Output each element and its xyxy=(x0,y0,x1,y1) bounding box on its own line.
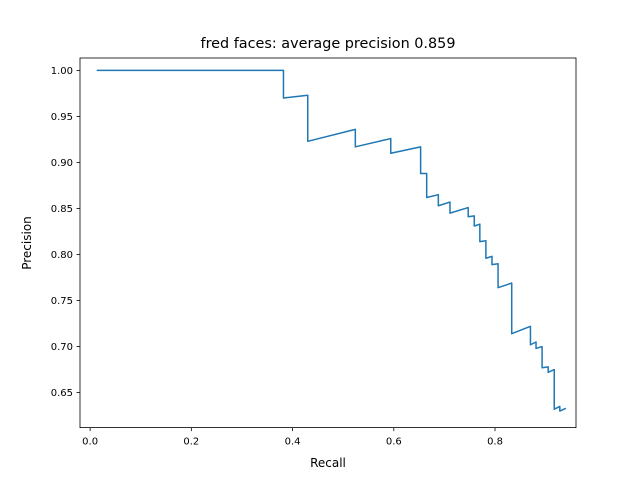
x-tick-label: 0.2 xyxy=(183,437,199,448)
plot-series xyxy=(96,69,567,412)
x-axis-label: Recall xyxy=(310,456,346,470)
x-tick-label: 0.6 xyxy=(386,437,402,448)
y-axis-label: Precision xyxy=(20,216,34,270)
plot-frame xyxy=(79,57,577,429)
x-tick-label: 0.0 xyxy=(82,437,98,448)
y-tick-label: 0.65 xyxy=(51,388,73,399)
x-tick-label: 0.4 xyxy=(285,437,301,448)
y-tick-label: 1.00 xyxy=(51,66,73,77)
y-tick-label: 0.90 xyxy=(51,158,73,169)
chart-title: fred faces: average precision 0.859 xyxy=(201,36,456,52)
y-tick-label: 0.75 xyxy=(51,296,73,307)
precision-recall-line xyxy=(96,69,567,412)
axis-ticks: 0.0 0.2 0.4 0.6 0.8 0.65 0.70 0.75 0.80 0.85 0.90 0… xyxy=(51,66,503,448)
y-tick-label: 0.80 xyxy=(51,250,73,261)
y-tick-label: 0.70 xyxy=(51,342,73,353)
y-tick-label: 0.95 xyxy=(51,112,73,123)
y-tick-label: 0.85 xyxy=(51,204,73,215)
x-tick-label: 0.8 xyxy=(487,437,503,448)
